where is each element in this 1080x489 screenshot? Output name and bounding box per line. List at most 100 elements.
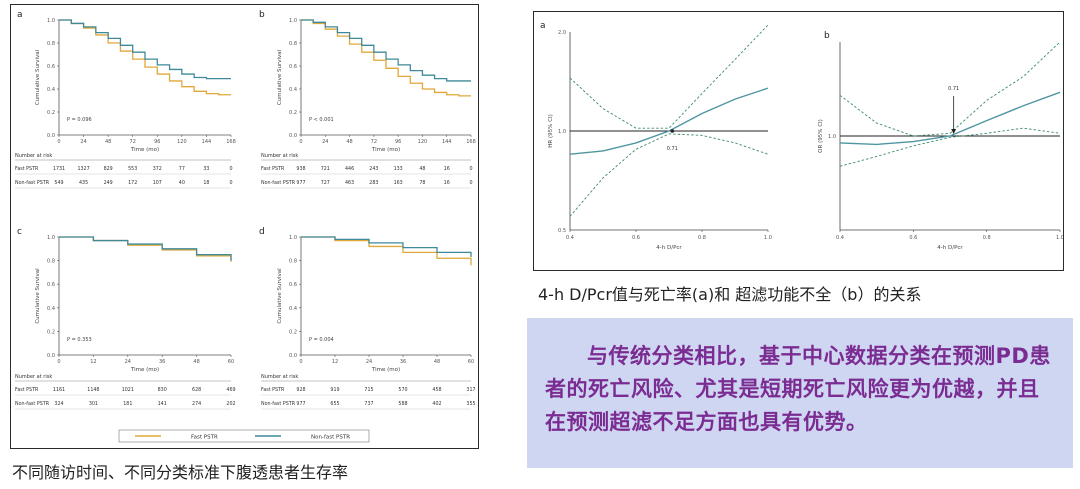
- panel-letter: b: [824, 31, 830, 41]
- non-fast-pstr-curve: [301, 19, 471, 82]
- y-tick-label: 0.8: [289, 259, 297, 265]
- risk-cell: 77: [179, 166, 185, 172]
- cutoff-label: 0.71: [948, 86, 959, 92]
- risk-cell: 133: [394, 166, 403, 172]
- summary-note-box: 与传统分类相比，基于中心数据分类在预测PD患者的死亡风险、尤其是短期死亡风险更为…: [527, 318, 1073, 468]
- x-tick-label: 0: [299, 139, 302, 145]
- y-tick-label: 0.4: [289, 87, 297, 93]
- x-tick-label: 1.0: [764, 235, 772, 241]
- left-figure-caption: 不同随访时间、不同分类标准下腹透患者生存率: [12, 463, 349, 482]
- non-fast-pstr-curve: [59, 19, 231, 80]
- y-tick-label: 1.0: [289, 235, 297, 241]
- risk-cell: 372: [153, 166, 162, 172]
- risk-cell: 33: [203, 166, 209, 172]
- y-tick-label: 1.0: [47, 235, 55, 241]
- risk-cell: 928: [296, 387, 305, 393]
- risk-cell: 181: [123, 401, 132, 407]
- x-tick-label: 60: [228, 359, 234, 365]
- spline-lower-curve: [839, 127, 1061, 167]
- risk-row-label: Non-fast PSTR: [15, 401, 50, 407]
- x-tick-label: 0.6: [632, 235, 640, 241]
- x-tick-label: 12: [90, 359, 96, 365]
- risk-cell: 715: [364, 387, 373, 393]
- risk-cell: 549: [54, 180, 63, 186]
- p-value: P = 0.096: [67, 117, 92, 123]
- y-tick-label: 0.0: [47, 353, 55, 359]
- x-tick-label: 72: [130, 139, 136, 145]
- spline-panel-a: a 0.5 1.0 2.0 0.4 0.6 0.8 1.0 4-h D/Pcr HR (95% C…: [540, 21, 772, 251]
- legend-nonfast-label: Non-fast PSTR: [311, 435, 350, 441]
- p-value: P = 0.004: [309, 337, 334, 343]
- x-tick-label: 168: [466, 139, 476, 145]
- risk-table-title: Number at risk: [261, 374, 298, 380]
- x-axis-label: Time (mo): [371, 367, 400, 373]
- spline-curves-svg: a 0.5 1.0 2.0 0.4 0.6 0.8 1.0 4-h D/Pcr HR (95% C…: [540, 21, 1063, 251]
- risk-cell: 16: [444, 166, 450, 172]
- y-tick-label: 0.6: [47, 282, 55, 288]
- risk-row-label: Fast PSTR: [15, 387, 39, 393]
- x-tick-label: 60: [468, 359, 474, 365]
- x-tick-label: 48: [434, 359, 440, 365]
- risk-cell: 469: [226, 387, 235, 393]
- y-axis-label: Cumulative Survival: [35, 49, 41, 105]
- fast-pstr-curve: [59, 19, 231, 96]
- y-tick-label: 0.0: [289, 353, 297, 359]
- y-axis-label: OR (95% CI): [818, 119, 824, 153]
- risk-cell: 163: [394, 180, 403, 186]
- risk-cell: 0: [229, 180, 232, 186]
- risk-cell: 463: [345, 180, 354, 186]
- x-tick-label: 0.4: [836, 235, 844, 241]
- legend-fast-label: Fast PSTR: [191, 435, 218, 441]
- fast-pstr-curve: [301, 19, 471, 97]
- x-tick-label: 24: [80, 139, 86, 145]
- p-value: P = 0.353: [67, 337, 92, 343]
- risk-row-label: Non-fast PSTR: [261, 180, 296, 186]
- x-axis-label: 4-h D/Pcr: [937, 245, 963, 251]
- risk-row-label: Fast PSTR: [15, 166, 39, 172]
- y-axis-label: Cumulative Survival: [277, 268, 283, 324]
- risk-cell: 0: [469, 166, 472, 172]
- spline-panel-b: b 1.0 0.4 0.6 0.8 1.0 4-h D/Pcr OR (95% CI) 0.71: [818, 31, 1063, 251]
- x-tick-label: 0: [299, 359, 302, 365]
- x-tick-label: 168: [226, 139, 236, 145]
- y-tick-label: 0.6: [289, 282, 297, 288]
- x-tick-label: 0.4: [566, 235, 574, 241]
- risk-table-title: Number at risk: [15, 374, 52, 380]
- x-tick-label: 24: [125, 359, 131, 365]
- risk-cell: 78: [419, 180, 425, 186]
- risk-cell: 274: [192, 401, 201, 407]
- risk-cell: 919: [330, 387, 339, 393]
- y-tick-label: 0.8: [47, 259, 55, 265]
- y-tick-label: 0.2: [289, 110, 297, 116]
- fast-pstr-curve: [301, 236, 472, 266]
- risk-row-label: Fast PSTR: [261, 387, 285, 393]
- risk-cell: 16: [444, 180, 450, 186]
- x-tick-label: 0: [57, 359, 60, 365]
- x-tick-label: 36: [159, 359, 165, 365]
- risk-cell: 141: [158, 401, 167, 407]
- x-axis-label: Time (mo): [130, 367, 159, 373]
- risk-cell: 324: [54, 401, 63, 407]
- risk-cell: 446: [345, 166, 354, 172]
- x-tick-label: 12: [332, 359, 338, 365]
- y-tick-label: 1.0: [289, 18, 297, 24]
- panel-letter: b: [259, 10, 265, 20]
- risk-cell: 107: [153, 180, 162, 186]
- x-tick-label: 120: [177, 139, 187, 145]
- cutoff-arrow-head: [951, 129, 957, 134]
- y-tick-label: 0.2: [47, 110, 55, 116]
- risk-cell: 317: [466, 387, 475, 393]
- risk-cell: 655: [330, 401, 339, 407]
- x-tick-label: 0.8: [698, 235, 706, 241]
- summary-note-text: 与传统分类相比，基于中心数据分类在预测PD患者的死亡风险、尤其是短期死亡风险更为…: [545, 344, 1051, 434]
- risk-cell: 0: [469, 180, 472, 186]
- risk-cell: 48: [419, 166, 425, 172]
- risk-cell: 1021: [122, 387, 134, 393]
- panel-letter: a: [540, 21, 546, 31]
- risk-cell: 0: [229, 166, 232, 172]
- risk-cell: 355: [466, 401, 475, 407]
- x-axis-label: Time (mo): [371, 147, 400, 153]
- non-fast-pstr-curve: [301, 236, 472, 258]
- spline-lower-curve: [569, 133, 769, 217]
- y-axis-label: Cumulative Survival: [277, 49, 283, 105]
